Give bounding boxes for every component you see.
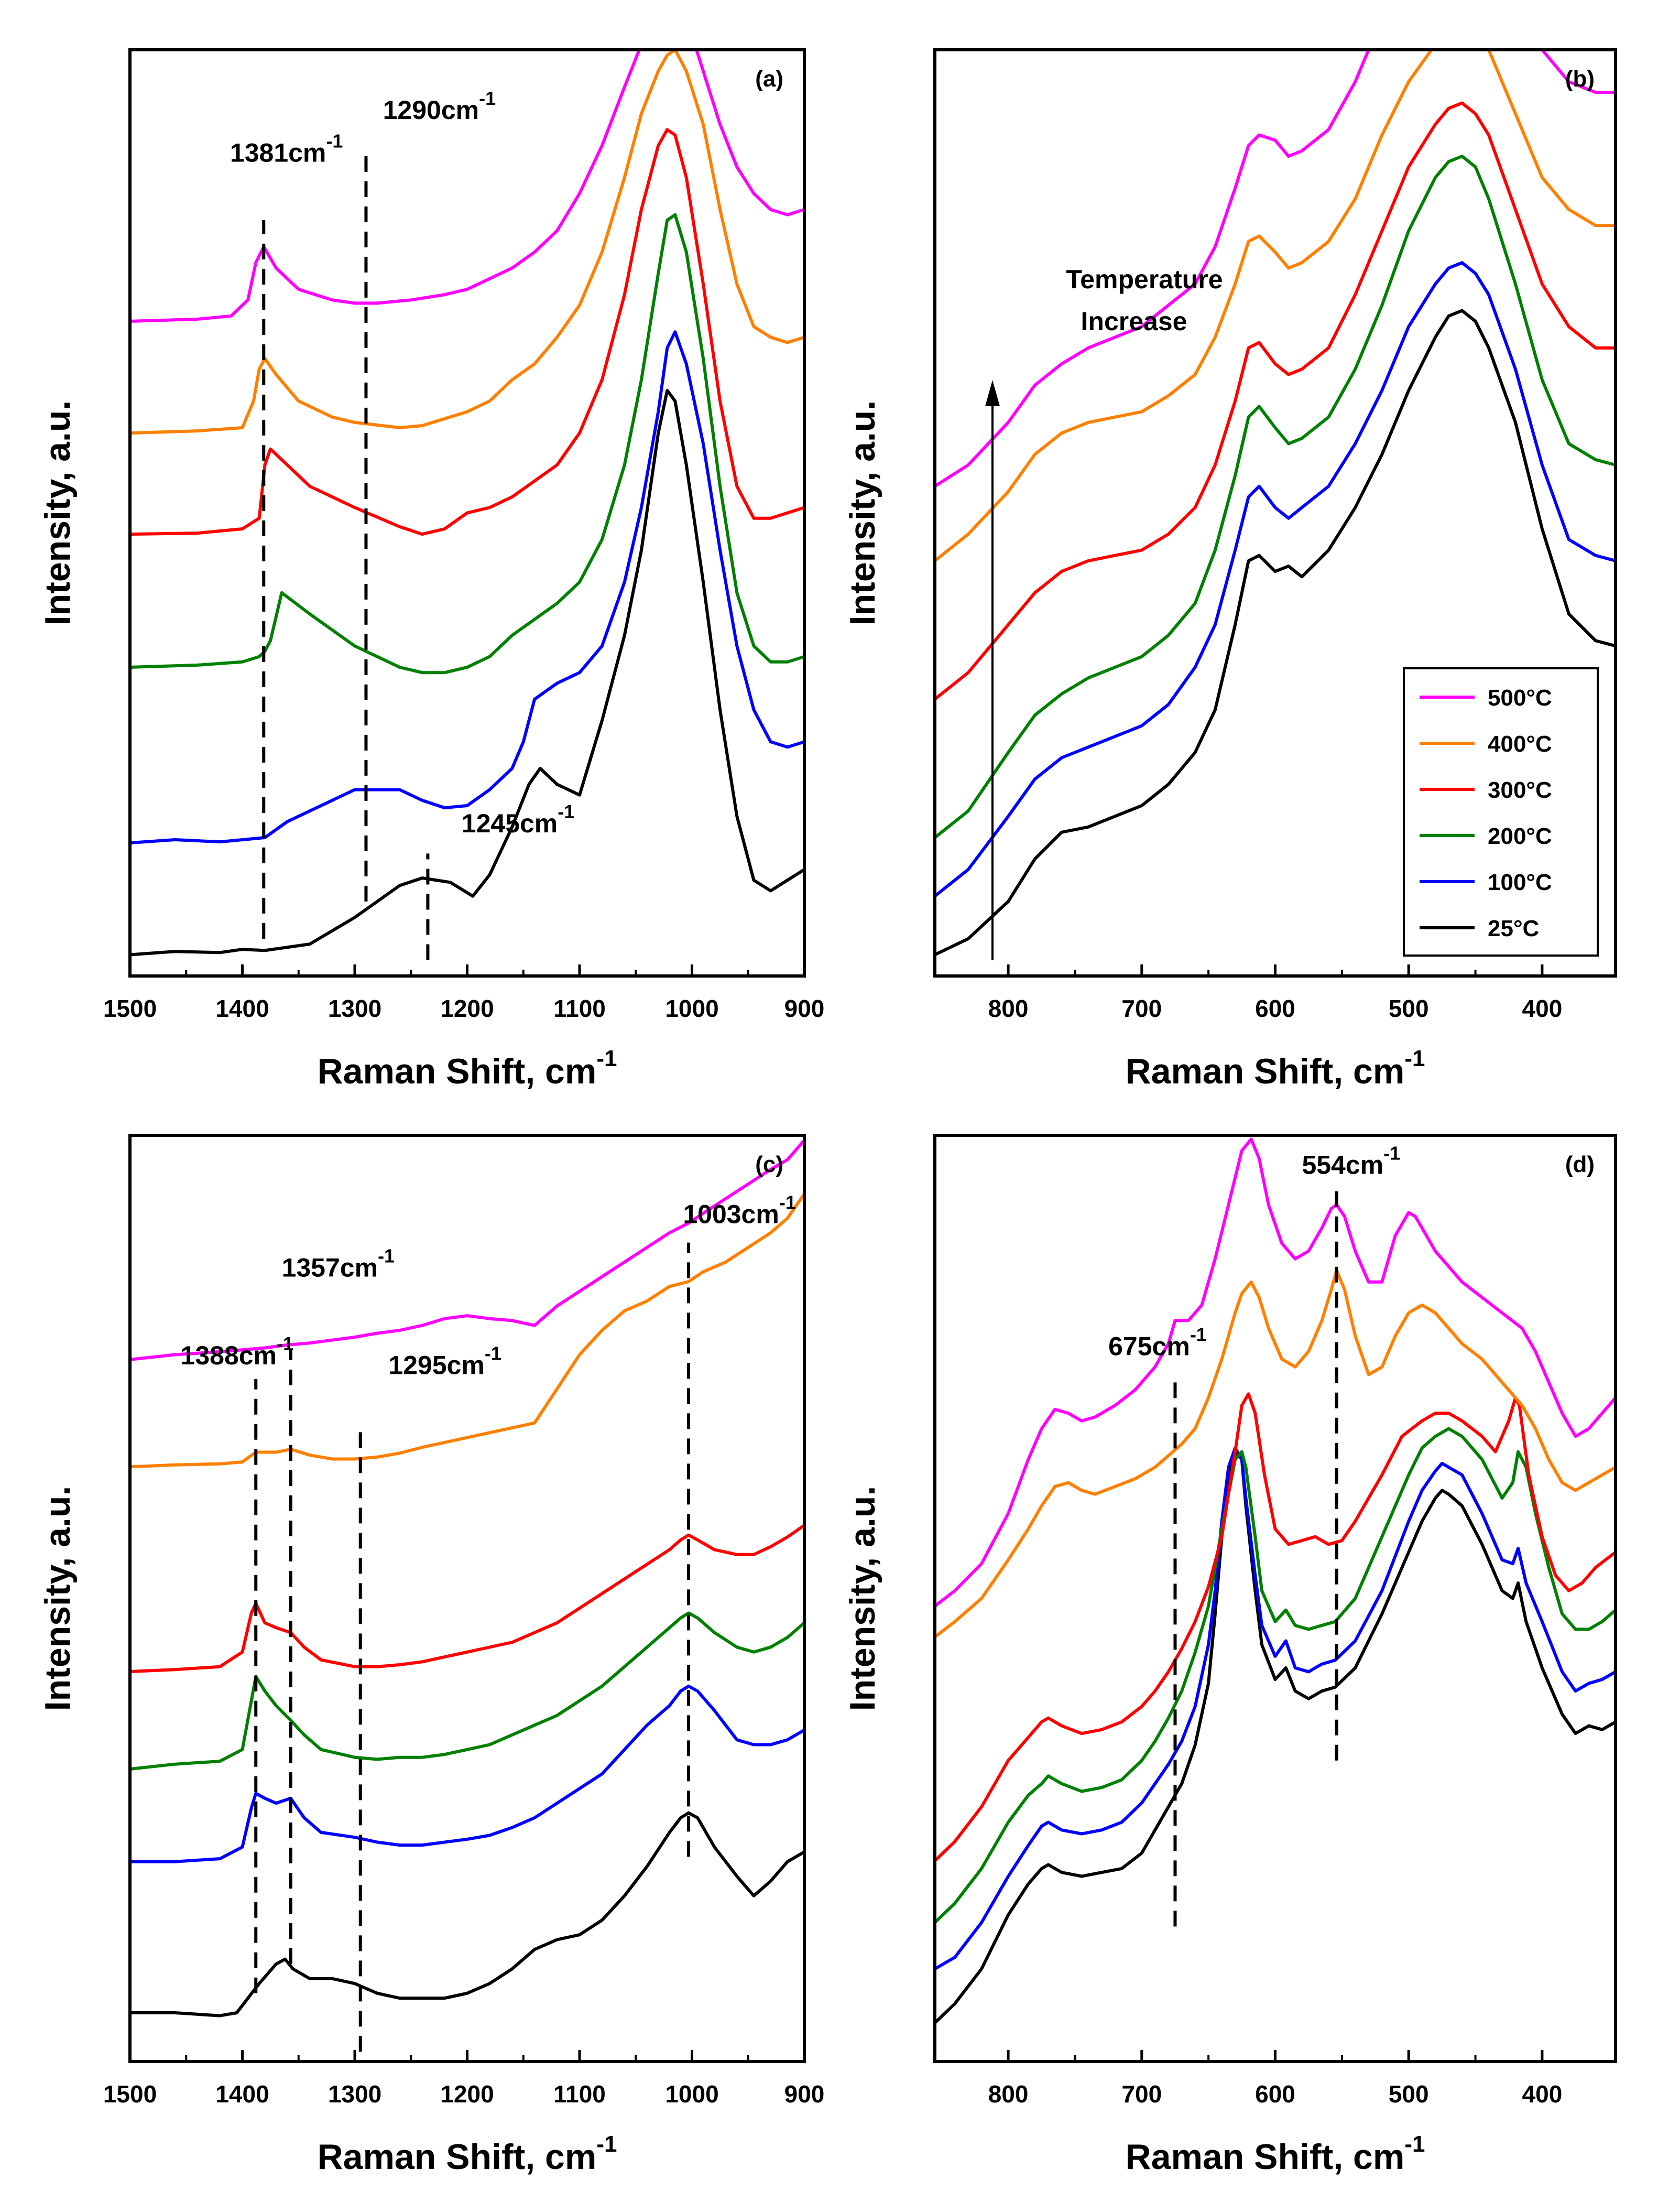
legend-label: 200°C: [1488, 823, 1552, 849]
series-group: [935, 1137, 1616, 2024]
series-group: [130, 1139, 804, 2017]
series-group: [130, 50, 804, 957]
series-line-25C: [935, 309, 1616, 957]
y-axis-label: Intensity, a.u.: [38, 400, 78, 625]
legend: 500°C 400°C 300°C 200°C 100°C 25°C: [1403, 667, 1599, 957]
x-tick-label: 800: [988, 995, 1029, 1022]
x-tick-label: 1000: [665, 2080, 718, 2108]
panel-label: (d): [1565, 1152, 1595, 1177]
panel-b: 800 700 600 500 400 Raman Shift, cm-1 Intensit…: [843, 48, 1617, 1091]
x-tick-label: 600: [1255, 995, 1295, 1022]
y-axis-label: Intensity, a.u.: [843, 1486, 882, 1711]
x-tick-label: 1500: [103, 995, 157, 1022]
x-tick-label: 500: [1389, 2080, 1429, 2108]
panel-label: (c): [755, 1152, 783, 1177]
x-axis-label: Raman Shift, cm-1: [318, 2131, 617, 2177]
legend-label: 500°C: [1488, 685, 1552, 711]
panel-label: (b): [1565, 66, 1595, 92]
panel-label: (a): [755, 66, 783, 92]
x-tick-label: 900: [784, 2080, 825, 2108]
series-line-25C: [130, 1811, 804, 2017]
peak-annotation-1003cm: 1003cm-1: [683, 1191, 796, 1229]
series-line-25C: [130, 388, 804, 957]
series-line-500C: [130, 1139, 804, 1361]
x-tick-label: 900: [784, 995, 825, 1022]
peak-annotation-675cm: 675cm-1: [1108, 1324, 1207, 1361]
series-line-25C: [935, 1450, 1616, 2024]
series-line-200C: [130, 213, 804, 675]
peak-annotation-1290cm: 1290cm-1: [383, 88, 496, 125]
series-line-300C: [130, 1524, 804, 1673]
peak-annotation-1245cm: 1245cm-1: [462, 801, 575, 838]
x-tick-label: 800: [988, 2080, 1029, 2108]
series-group: [935, 50, 1616, 957]
peak-annotation-554cm: 554cm-1: [1302, 1143, 1400, 1180]
legend-label: 300°C: [1488, 777, 1552, 803]
series-line-300C: [130, 128, 804, 536]
series-line-100C: [130, 330, 804, 845]
series-line-100C: [935, 261, 1616, 898]
x-tick-label: 700: [1121, 2080, 1162, 2108]
plot-frame: [128, 1134, 806, 2063]
series-line-200C: [935, 155, 1616, 839]
x-axis-label: Raman Shift, cm-1: [318, 1046, 617, 1091]
x-tick-label: 1400: [215, 995, 269, 1022]
legend-box: [1403, 667, 1599, 957]
arrow-head-icon: [985, 380, 1000, 406]
panel-c: 1388cm-1 1357cm-1 1295cm-1 1003cm-1 1500 1400…: [38, 1134, 825, 2177]
peak-annotation-1388cm: 1388cm-1: [181, 1333, 294, 1370]
x-tick-label: 1400: [215, 2080, 269, 2108]
x-tick-label: 1000: [665, 995, 718, 1022]
series-line-400C: [130, 1192, 804, 1469]
legend-label: 25°C: [1488, 916, 1539, 941]
series-line-100C: [130, 1684, 804, 1863]
x-tick-label: 1100: [553, 2080, 606, 2108]
series-line-400C: [935, 50, 1616, 562]
series-line-400C: [935, 1268, 1616, 1639]
series-line-200C: [935, 1427, 1616, 1924]
x-tick-label: 1500: [103, 2080, 157, 2108]
series-line-500C: [935, 1137, 1616, 1608]
y-axis-label: Intensity, a.u.: [843, 400, 882, 625]
peak-annotation-1381cm: 1381cm-1: [230, 130, 343, 167]
x-tick-label: 1100: [553, 995, 606, 1022]
x-tick-label: 1200: [440, 995, 494, 1022]
x-tick-label: 600: [1255, 2080, 1295, 2108]
series-line-300C: [935, 101, 1616, 701]
x-axis-label: Raman Shift, cm-1: [1126, 2131, 1425, 2177]
x-tick-label: 1300: [328, 995, 381, 1022]
series-line-400C: [130, 50, 804, 435]
series-line-100C: [935, 1446, 1616, 1970]
panel-a: 1381cm-1 1290cm-1 1245cm-1 1500 1400 1300 1200…: [38, 48, 825, 1091]
arrow-label-line2: Increase: [1081, 307, 1187, 336]
x-tick-label: 1200: [440, 2080, 494, 2108]
panel-d: 675cm-1 554cm-1 800 700 600 500 400 Raman Shift…: [843, 1134, 1617, 2177]
peak-annotation-1295cm: 1295cm-1: [388, 1343, 501, 1380]
series-line-300C: [935, 1392, 1616, 1862]
series-line-500C: [130, 50, 804, 323]
series-line-200C: [130, 1611, 804, 1771]
arrow-label-line1: Temperature: [1066, 265, 1223, 294]
legend-label: 400°C: [1488, 731, 1552, 757]
x-tick-label: 400: [1522, 995, 1563, 1022]
peak-annotation-1357cm: 1357cm-1: [282, 1245, 395, 1283]
x-tick-label: 500: [1389, 995, 1429, 1022]
x-tick-label: 1300: [328, 2080, 381, 2108]
series-line-500C: [935, 50, 1616, 488]
legend-label: 100°C: [1488, 870, 1552, 895]
y-axis-label: Intensity, a.u.: [38, 1486, 78, 1711]
x-tick-label: 700: [1121, 995, 1162, 1022]
x-tick-label: 400: [1522, 2080, 1563, 2108]
x-axis-label: Raman Shift, cm-1: [1126, 1046, 1425, 1091]
